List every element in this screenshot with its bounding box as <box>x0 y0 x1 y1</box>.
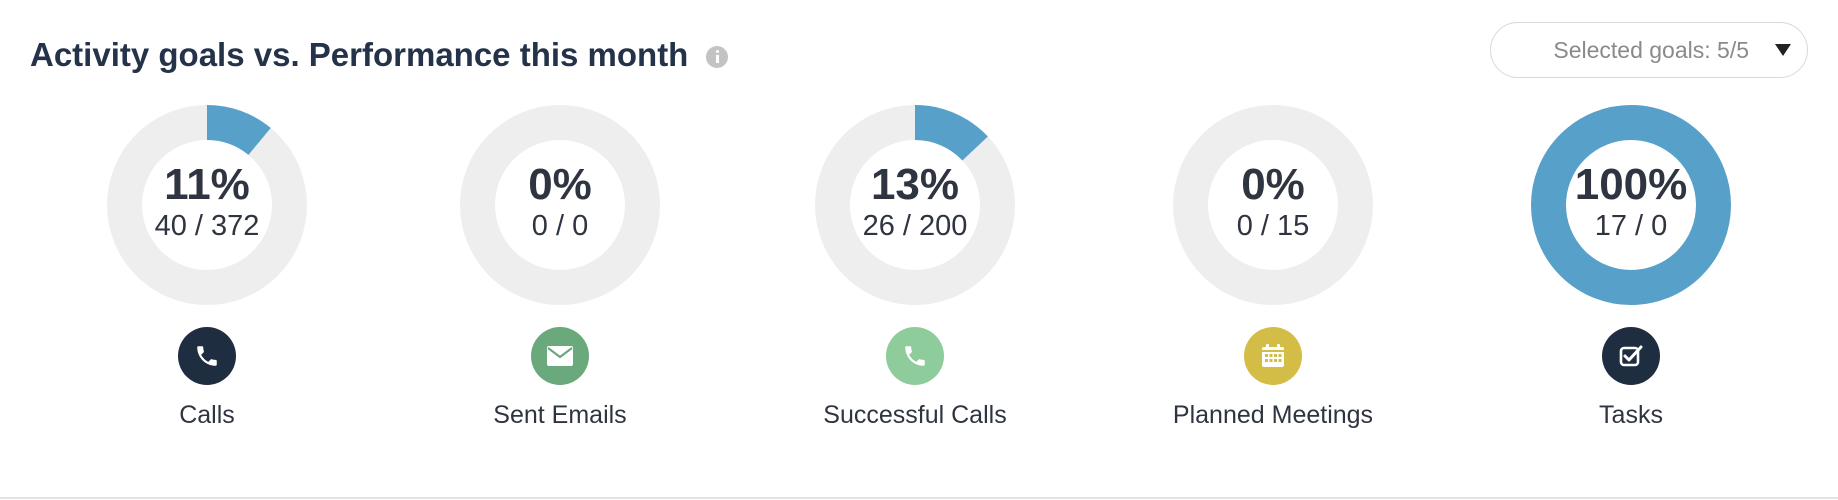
goal-ratio: 0 / 15 <box>1236 210 1310 242</box>
goal-donut <box>1531 105 1731 305</box>
phone-icon <box>886 327 944 385</box>
goal-label: Calls <box>179 401 235 429</box>
donut-track <box>460 105 660 305</box>
goals-select-label: Selected goals: 5/5 <box>1553 36 1749 63</box>
goal-tasks: 100% 17 / 0 Tasks <box>1481 105 1781 435</box>
donut-center: 0% 0 / 15 <box>1173 105 1373 305</box>
donut-center: 0% 0 / 0 <box>460 105 660 305</box>
donut-progress <box>915 105 988 161</box>
goals-select-dropdown[interactable]: Selected goals: 5/5 <box>1490 22 1808 78</box>
title-row: Activity goals vs. Performance this mont… <box>30 36 729 74</box>
goal-label: Tasks <box>1599 401 1663 429</box>
goal-successful-calls: 13% 26 / 200 Successful Calls <box>765 105 1065 435</box>
goal-donut <box>460 105 660 305</box>
goal-ratio: 0 / 0 <box>531 210 589 242</box>
goal-ratio: 17 / 0 <box>1594 210 1668 242</box>
goal-percent: 11% <box>164 160 250 209</box>
donut-track <box>1173 105 1373 305</box>
goal-percent: 0% <box>528 160 592 209</box>
goal-planned-meetings: 0% 0 / 15 Planned Meetings <box>1123 105 1423 435</box>
goal-percent: 0% <box>1241 160 1305 209</box>
goal-label: Planned Meetings <box>1172 401 1374 429</box>
goal-label: Successful Calls <box>823 401 1007 429</box>
donut-progress <box>1531 105 1731 305</box>
goal-donut <box>815 105 1015 305</box>
donut-center: 100% 17 / 0 <box>1531 105 1731 305</box>
checkbox-icon <box>1602 327 1660 385</box>
goal-label: Sent Emails <box>493 401 627 429</box>
caret-down-icon <box>1775 44 1791 56</box>
phone-icon <box>178 327 236 385</box>
goal-percent: 100% <box>1574 160 1688 209</box>
goal-calls: 11% 40 / 372 Calls <box>57 105 357 435</box>
goal-ratio: 40 / 372 <box>154 210 260 242</box>
goal-sent-emails: 0% 0 / 0 Sent Emails <box>410 105 710 435</box>
page-title: Activity goals vs. Performance this mont… <box>30 36 689 73</box>
goal-percent: 13% <box>870 160 960 209</box>
goal-donut <box>107 105 307 305</box>
calendar-icon <box>1244 327 1302 385</box>
goal-donut <box>1173 105 1373 305</box>
donut-center: 11% 40 / 372 <box>107 105 307 305</box>
envelope-icon <box>531 327 589 385</box>
donut-progress <box>207 105 271 155</box>
donut-center: 13% 26 / 200 <box>815 105 1015 305</box>
goal-ratio: 26 / 200 <box>862 210 968 242</box>
info-icon[interactable] <box>706 46 729 68</box>
bottom-divider <box>0 497 1838 499</box>
